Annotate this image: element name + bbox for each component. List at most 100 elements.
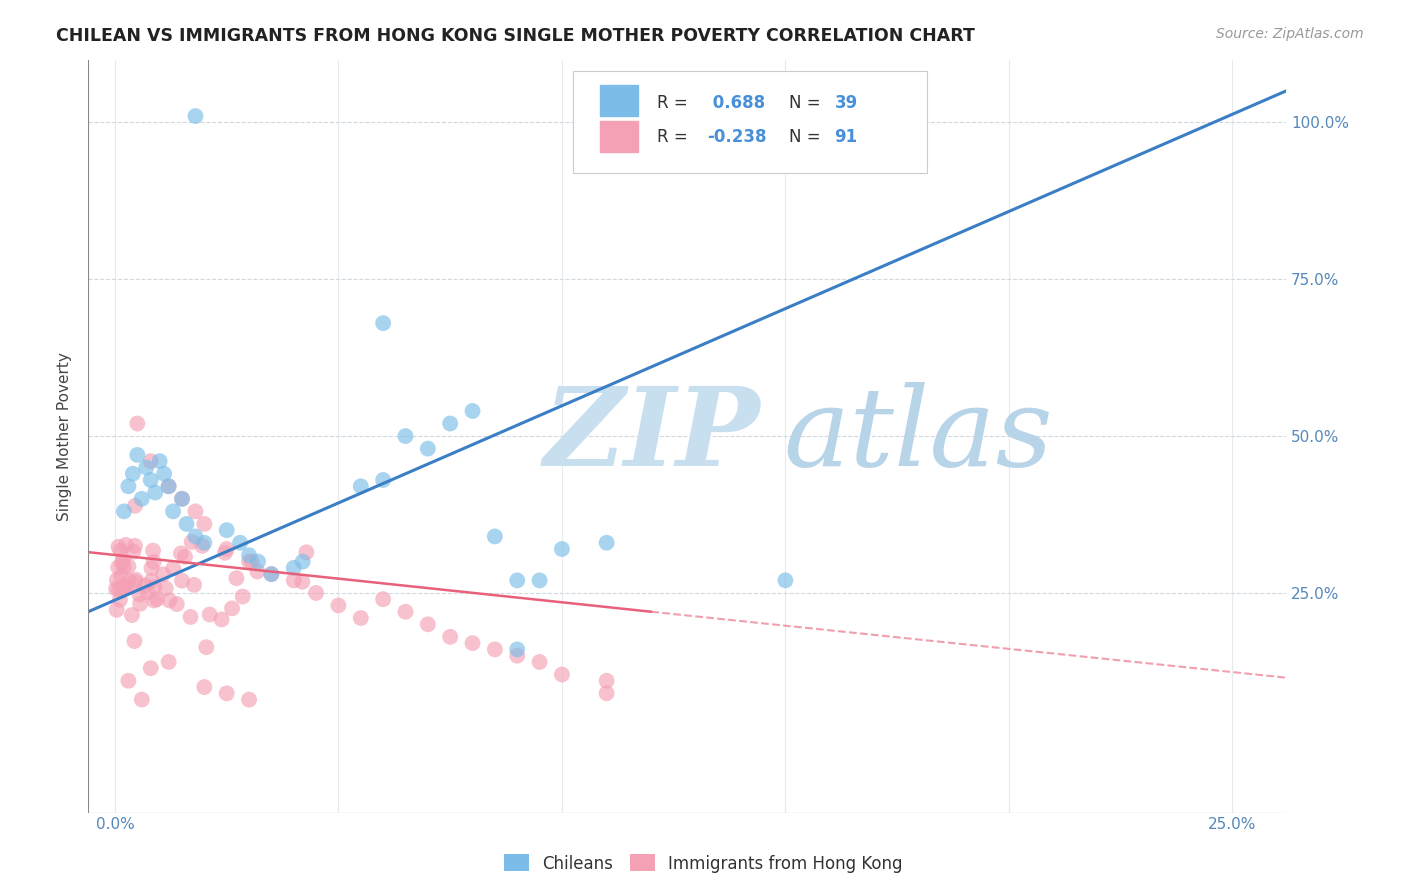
- Point: [108, 592, 131, 607]
- Point: [506, 642, 529, 657]
- Point: [149, 454, 172, 468]
- Point: [240, 555, 263, 569]
- Point: [105, 582, 128, 596]
- Text: R =: R =: [657, 95, 693, 112]
- Point: [112, 504, 135, 518]
- Text: R =: R =: [657, 128, 693, 146]
- Point: [215, 523, 238, 537]
- Point: [110, 569, 132, 583]
- Point: [134, 578, 156, 592]
- Point: [506, 648, 529, 663]
- Point: [506, 574, 529, 588]
- Point: [143, 580, 166, 594]
- Point: [246, 555, 269, 569]
- Point: [129, 597, 152, 611]
- Point: [174, 549, 197, 564]
- Point: [775, 574, 797, 588]
- Point: [371, 316, 394, 330]
- Point: [246, 565, 269, 579]
- FancyBboxPatch shape: [574, 70, 927, 172]
- Point: [127, 417, 149, 431]
- Text: N =: N =: [789, 95, 825, 112]
- Point: [595, 686, 617, 700]
- Point: [157, 479, 180, 493]
- Point: [394, 429, 416, 443]
- Point: [170, 546, 193, 560]
- Point: [131, 491, 153, 506]
- Point: [214, 546, 236, 560]
- Point: [176, 516, 198, 531]
- Point: [170, 491, 193, 506]
- Point: [350, 611, 373, 625]
- Point: [238, 692, 260, 706]
- Text: N =: N =: [789, 128, 825, 146]
- Point: [193, 535, 215, 549]
- Point: [461, 636, 484, 650]
- Point: [291, 574, 314, 589]
- Point: [112, 578, 135, 592]
- Point: [529, 655, 551, 669]
- Point: [328, 599, 350, 613]
- Point: [146, 592, 169, 607]
- Point: [127, 448, 149, 462]
- Text: 39: 39: [834, 95, 858, 112]
- Point: [115, 538, 138, 552]
- Point: [141, 574, 163, 588]
- Text: -0.238: -0.238: [707, 128, 766, 146]
- Point: [152, 567, 174, 582]
- Legend: Chileans, Immigrants from Hong Kong: Chileans, Immigrants from Hong Kong: [496, 847, 910, 880]
- Point: [128, 587, 150, 601]
- Point: [260, 567, 283, 582]
- Point: [114, 581, 136, 595]
- Point: [112, 553, 135, 567]
- Text: CHILEAN VS IMMIGRANTS FROM HONG KONG SINGLE MOTHER POVERTY CORRELATION CHART: CHILEAN VS IMMIGRANTS FROM HONG KONG SIN…: [56, 27, 976, 45]
- Point: [225, 571, 247, 585]
- Point: [121, 608, 143, 623]
- Point: [193, 680, 215, 694]
- Point: [131, 692, 153, 706]
- Text: ZIP: ZIP: [543, 383, 761, 490]
- Point: [114, 581, 136, 595]
- Point: [107, 582, 129, 597]
- Point: [142, 555, 165, 569]
- Point: [105, 573, 128, 587]
- Point: [143, 485, 166, 500]
- Point: [110, 543, 132, 558]
- Point: [350, 479, 373, 493]
- Point: [111, 556, 134, 570]
- Point: [107, 560, 129, 574]
- Point: [121, 467, 143, 481]
- Point: [595, 535, 617, 549]
- Point: [211, 612, 233, 626]
- Point: [180, 610, 202, 624]
- Text: Source: ZipAtlas.com: Source: ZipAtlas.com: [1216, 27, 1364, 41]
- Point: [124, 539, 146, 553]
- Point: [215, 541, 238, 556]
- Point: [215, 686, 238, 700]
- Point: [162, 561, 184, 575]
- Point: [260, 567, 283, 582]
- Point: [141, 561, 163, 575]
- Point: [170, 491, 193, 506]
- Point: [124, 499, 146, 513]
- Point: [484, 529, 506, 543]
- Point: [157, 593, 180, 607]
- Point: [143, 593, 166, 607]
- Point: [157, 655, 180, 669]
- Text: 0.688: 0.688: [707, 95, 765, 112]
- Point: [153, 467, 176, 481]
- Point: [229, 535, 252, 549]
- Point: [283, 561, 305, 575]
- Point: [122, 544, 145, 558]
- Point: [112, 559, 135, 574]
- Point: [135, 460, 157, 475]
- Point: [193, 516, 215, 531]
- Point: [110, 583, 132, 598]
- Point: [191, 539, 214, 553]
- Point: [238, 549, 260, 563]
- Point: [232, 590, 254, 604]
- Point: [484, 642, 506, 657]
- Point: [124, 634, 146, 648]
- Point: [551, 541, 574, 556]
- Point: [551, 667, 574, 681]
